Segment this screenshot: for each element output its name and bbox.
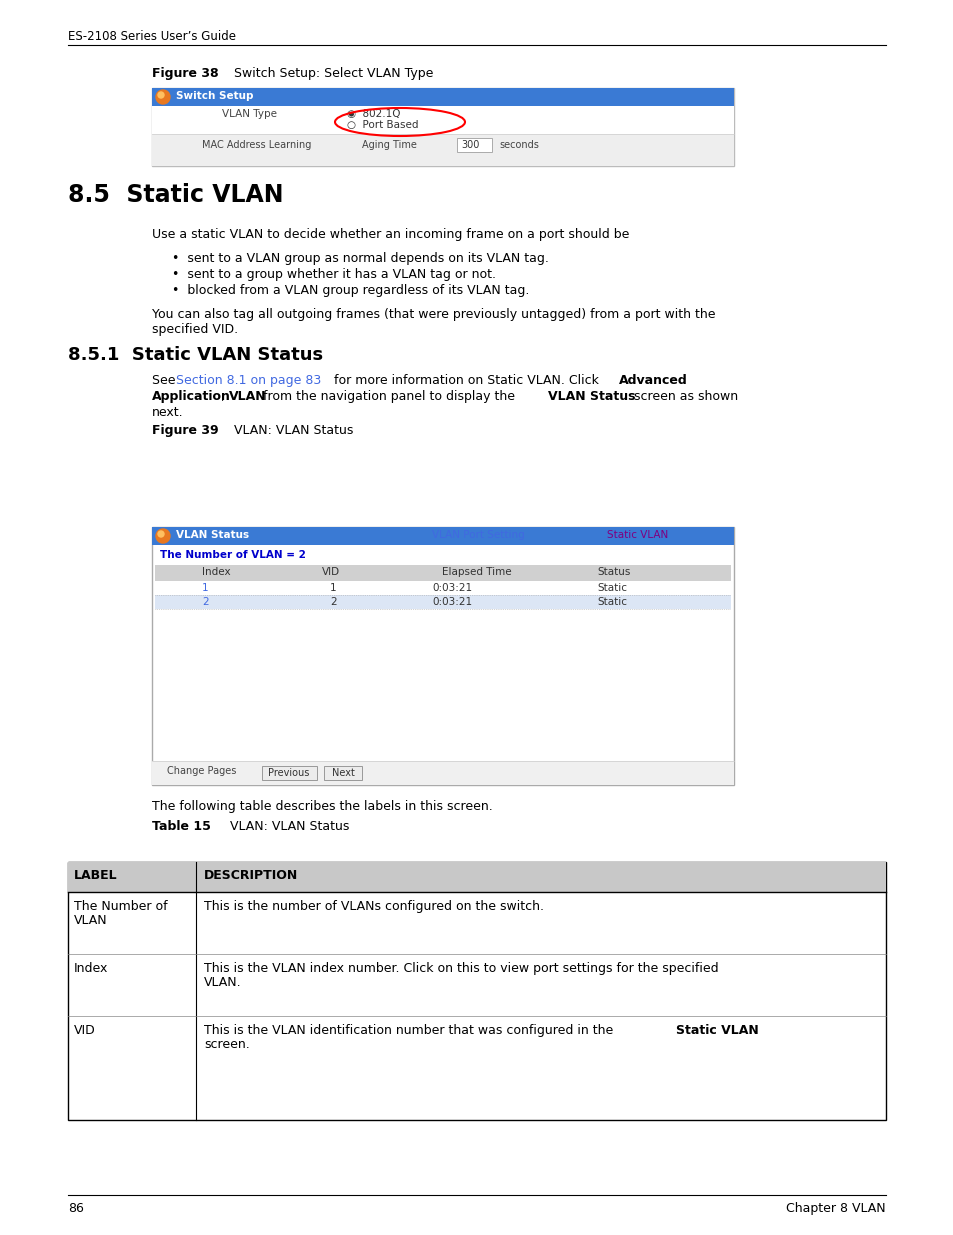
Text: Figure 39: Figure 39 (152, 424, 218, 437)
Text: VLAN Status: VLAN Status (547, 390, 635, 403)
Text: 2: 2 (202, 597, 209, 606)
Text: VLAN: VLAN Status: VLAN: VLAN Status (218, 820, 349, 832)
Text: VLAN: VLAN (229, 390, 266, 403)
Text: VID: VID (322, 567, 340, 577)
Bar (152, 527, 733, 545)
Bar (68, 862, 885, 892)
Text: VID: VID (74, 1024, 95, 1037)
Bar (324, 766, 361, 781)
Text: DESCRIPTION: DESCRIPTION (204, 869, 298, 882)
Text: specified VID.: specified VID. (152, 324, 238, 336)
Bar (154, 595, 730, 609)
Text: VLAN.: VLAN. (204, 976, 241, 989)
Text: Status: Status (597, 567, 630, 577)
Circle shape (158, 91, 164, 98)
Bar (152, 135, 733, 165)
Bar (152, 527, 733, 785)
Text: This is the VLAN index number. Click on this to view port settings for the speci: This is the VLAN index number. Click on … (204, 962, 718, 974)
Text: Table 15: Table 15 (152, 820, 211, 832)
Text: Switch Setup: Switch Setup (175, 91, 253, 101)
Text: The Number of VLAN = 2: The Number of VLAN = 2 (160, 550, 306, 559)
Text: Application: Application (152, 390, 231, 403)
Text: Advanced: Advanced (618, 374, 687, 387)
Text: VLAN: VLAN Status: VLAN: VLAN Status (222, 424, 353, 437)
Text: Static: Static (597, 597, 626, 606)
Text: Index: Index (74, 962, 109, 974)
Circle shape (158, 531, 164, 537)
Text: LABEL: LABEL (74, 869, 117, 882)
Text: •  sent to a VLAN group as normal depends on its VLAN tag.: • sent to a VLAN group as normal depends… (172, 252, 548, 266)
Text: 300: 300 (460, 140, 478, 149)
Text: VLAN: VLAN (74, 914, 108, 927)
Text: Change Pages: Change Pages (167, 766, 236, 776)
Text: Aging Time: Aging Time (361, 140, 416, 149)
Text: Section 8.1 on page 83: Section 8.1 on page 83 (175, 374, 321, 387)
Text: ES-2108 Series User’s Guide: ES-2108 Series User’s Guide (68, 30, 235, 43)
Text: 2: 2 (330, 597, 336, 606)
Text: ,: , (221, 390, 229, 403)
Text: VLAN Status: VLAN Status (175, 530, 249, 540)
Text: VLAN Type: VLAN Type (222, 109, 276, 119)
Bar (152, 88, 733, 165)
Text: 8.5  Static VLAN: 8.5 Static VLAN (68, 183, 283, 207)
Bar (68, 862, 885, 1120)
Text: next.: next. (152, 406, 183, 419)
Text: Switch Setup: Select VLAN Type: Switch Setup: Select VLAN Type (222, 67, 433, 80)
Text: Next: Next (332, 768, 355, 778)
Text: 1: 1 (202, 583, 209, 593)
Text: Static VLAN: Static VLAN (606, 530, 667, 540)
Text: Static: Static (597, 583, 626, 593)
Bar (456, 138, 492, 152)
Text: 0:03:21: 0:03:21 (432, 597, 472, 606)
Text: Chapter 8 VLAN: Chapter 8 VLAN (785, 1202, 885, 1215)
Bar (262, 766, 316, 781)
Bar (154, 580, 730, 595)
Text: 1: 1 (330, 583, 336, 593)
Text: screen.: screen. (204, 1037, 250, 1051)
Text: seconds: seconds (498, 140, 538, 149)
Bar (152, 106, 733, 135)
Text: VLAN Port Setting: VLAN Port Setting (432, 530, 524, 540)
Bar (152, 88, 733, 106)
Text: Elapsed Time: Elapsed Time (441, 567, 511, 577)
Text: MAC Address Learning: MAC Address Learning (202, 140, 311, 149)
Text: 0:03:21: 0:03:21 (432, 583, 472, 593)
Text: 86: 86 (68, 1202, 84, 1215)
Text: Static VLAN: Static VLAN (676, 1024, 758, 1037)
Text: ◉  802.1Q: ◉ 802.1Q (347, 109, 400, 119)
Text: •  blocked from a VLAN group regardless of its VLAN tag.: • blocked from a VLAN group regardless o… (172, 284, 529, 296)
Circle shape (156, 529, 170, 543)
Text: from the navigation panel to display the: from the navigation panel to display the (258, 390, 518, 403)
Text: 8.5.1  Static VLAN Status: 8.5.1 Static VLAN Status (68, 346, 323, 364)
Text: This is the VLAN identification number that was configured in the: This is the VLAN identification number t… (204, 1024, 617, 1037)
Text: screen as shown: screen as shown (629, 390, 738, 403)
Text: The following table describes the labels in this screen.: The following table describes the labels… (152, 800, 493, 813)
Circle shape (156, 90, 170, 104)
Text: for more information on Static VLAN. Click: for more information on Static VLAN. Cli… (330, 374, 602, 387)
Text: Figure 38: Figure 38 (152, 67, 218, 80)
Text: •  sent to a group whether it has a VLAN tag or not.: • sent to a group whether it has a VLAN … (172, 268, 496, 282)
Text: ○  Port Based: ○ Port Based (347, 120, 418, 130)
Text: Use a static VLAN to decide whether an incoming frame on a port should be: Use a static VLAN to decide whether an i… (152, 228, 629, 241)
Text: Previous: Previous (268, 768, 310, 778)
Bar (154, 564, 730, 580)
Text: This is the number of VLANs configured on the switch.: This is the number of VLANs configured o… (204, 900, 543, 913)
Text: The Number of: The Number of (74, 900, 168, 913)
Text: Index: Index (202, 567, 231, 577)
Bar (152, 761, 733, 785)
Text: See: See (152, 374, 179, 387)
Text: You can also tag all outgoing frames (that were previously untagged) from a port: You can also tag all outgoing frames (th… (152, 308, 715, 321)
